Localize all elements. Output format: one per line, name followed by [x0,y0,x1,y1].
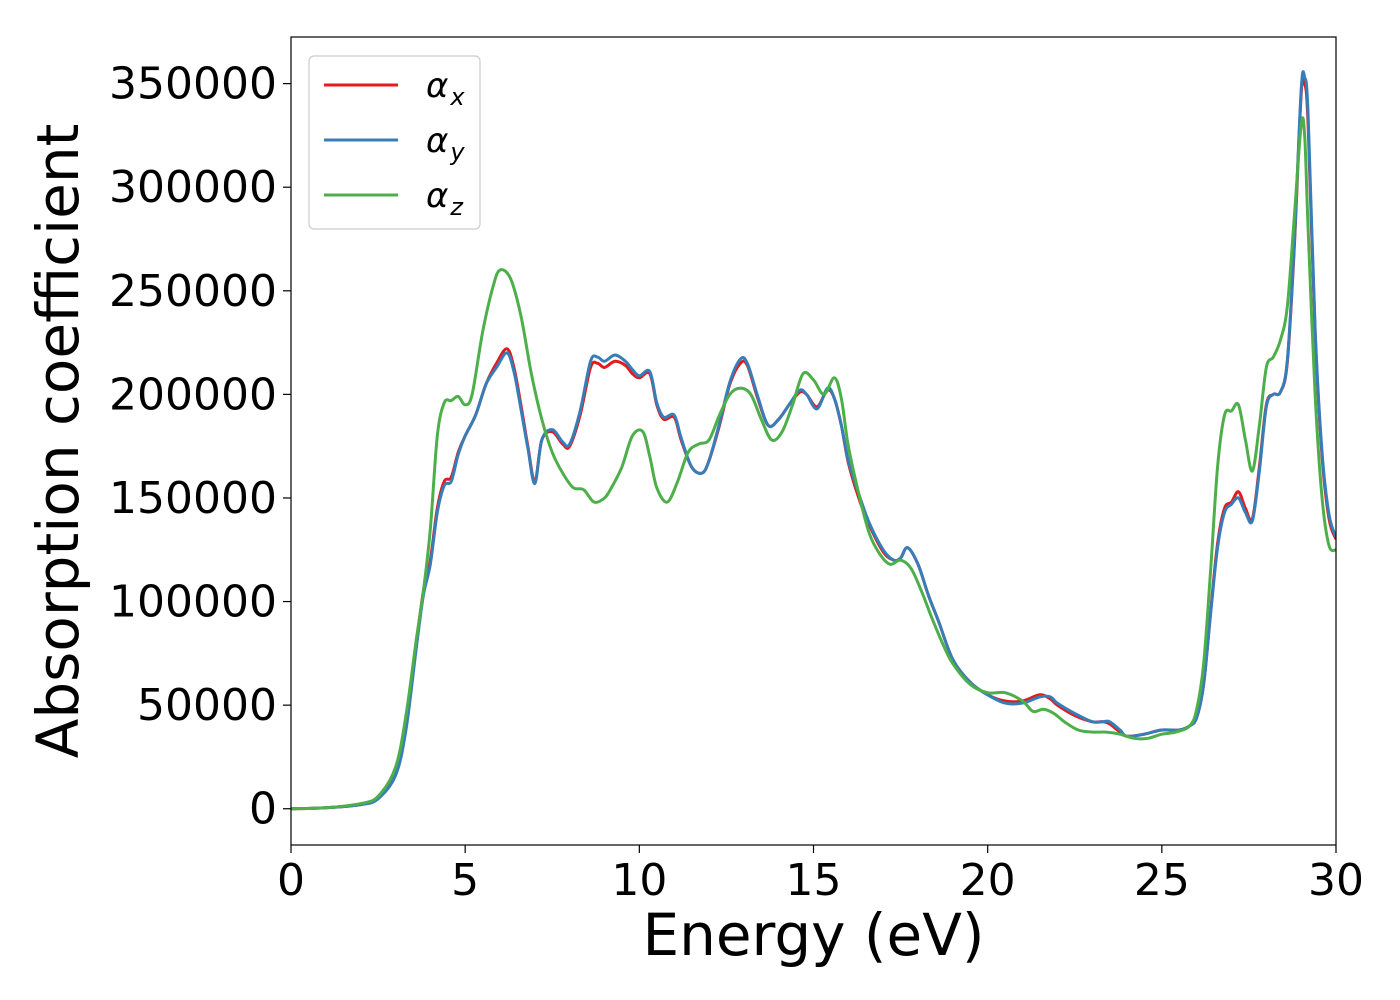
legend-subscript: z [449,193,464,221]
legend-box [308,55,481,230]
y-axis-label: Absorption coefficient [24,124,92,759]
y-tick-label: 50000 [137,680,277,731]
x-axis-label: Energy (eV) [642,901,984,969]
series-line-z [291,116,1336,811]
x-tick-label: 5 [451,855,479,906]
legend-symbol: α [426,176,448,216]
y-tick-label: 150000 [109,473,277,524]
x-tick-label: 30 [1308,855,1364,906]
y-tick-label: 250000 [109,266,277,317]
plot-area [290,36,1337,846]
legend-label-y: αy [426,121,465,166]
x-axis: 0 5 10 15 20 25 30 [277,845,1364,906]
legend-symbol: α [426,66,448,106]
y-tick-label: 200000 [109,369,277,420]
legend-label-x: αx [426,66,465,111]
x-tick-label: 15 [786,855,842,906]
y-tick-label: 0 [249,784,277,835]
x-tick-label: 10 [611,855,667,906]
y-tick-label: 350000 [109,59,277,110]
y-tick-label: 300000 [109,162,277,213]
series-layer [291,70,1336,811]
legend-subscript: y [449,138,465,166]
series-line-y [291,70,1336,811]
x-tick-label: 0 [277,855,305,906]
legend-label-z: αz [426,176,464,221]
x-tick-label: 20 [960,855,1016,906]
legend-subscript: x [449,83,465,111]
x-tick-label: 25 [1134,855,1190,906]
y-tick-label: 100000 [109,577,277,628]
legend-symbol: α [426,121,448,161]
y-axis: 0 50000 100000 150000 200000 250000 300000 3500… [109,59,291,835]
